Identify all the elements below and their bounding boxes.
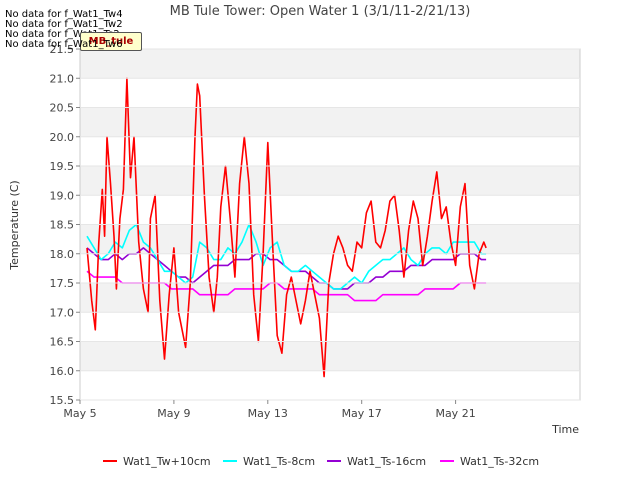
- y-tick-label: 18.0: [50, 248, 75, 261]
- series-line-wat1-tw-10cm: [86, 77, 487, 378]
- x-tick-label: May 17: [342, 407, 382, 420]
- background-band: [80, 312, 580, 342]
- y-tick-label: 17.5: [50, 277, 75, 290]
- background-band: [80, 283, 580, 313]
- y-tick-label: 18.5: [50, 219, 75, 232]
- x-tick-label: May 9: [157, 407, 190, 420]
- no-data-message-tw6: No data for f_Wat1_Tw6: [5, 39, 123, 50]
- no-data-message-tw2: No data for f_Wat1_Tw2: [5, 19, 123, 30]
- y-tick-label: 17.0: [50, 306, 75, 319]
- y-tick-label: 16.0: [50, 365, 75, 378]
- background-band: [80, 78, 580, 108]
- background-band: [80, 370, 580, 400]
- background-band: [80, 107, 580, 137]
- y-axis-label: Temperature (C): [8, 180, 21, 270]
- x-axis-label: Time: [551, 423, 579, 436]
- y-tick-label: 15.5: [50, 394, 75, 407]
- y-tick-label: 19.0: [50, 189, 75, 202]
- x-tick-label: May 13: [248, 407, 288, 420]
- y-tick-label: 20.5: [50, 102, 75, 115]
- y-tick-label: 21.5: [50, 43, 75, 56]
- x-tick-label: May 5: [63, 407, 96, 420]
- no-data-message-ts2: No data for f_Wat1_Ts2: [5, 29, 120, 40]
- background-band: [80, 49, 580, 79]
- legend-label: Wat1_Ts-32cm: [460, 455, 539, 468]
- y-tick-label: 19.5: [50, 160, 75, 173]
- background-band: [80, 195, 580, 225]
- legend-label: Wat1_Tw+10cm: [123, 455, 211, 468]
- background-band: [80, 224, 580, 254]
- legend-label: Wat1_Ts-16cm: [347, 455, 426, 468]
- y-tick-label: 21.0: [50, 72, 75, 85]
- y-axis: 15.5 16.0 16.5 17.0 17.5 18.0 18.5 19.0 19.5 20.0…: [50, 43, 580, 407]
- background-band: [80, 341, 580, 371]
- legend-label: Wat1_Ts-8cm: [243, 455, 315, 468]
- chart-title: MB Tule Tower: Open Water 1 (3/1/11-2/21…: [170, 4, 471, 19]
- legend: Wat1_Tw+10cm Wat1_Ts-8cm Wat1_Ts-16cm Wat1_…: [103, 455, 539, 468]
- background-band: [80, 166, 580, 196]
- site-label-badge: MB_tule: [80, 32, 142, 51]
- y-tick-label: 16.5: [50, 336, 75, 349]
- x-axis: May 5 May 9 May 13 May 17 May 21: [63, 400, 476, 420]
- x-tick-label: May 21: [435, 407, 475, 420]
- background-band: [80, 136, 580, 166]
- no-data-message-tw4: No data for f_Wat1_Tw4: [5, 9, 123, 20]
- y-tick-label: 20.0: [50, 131, 75, 144]
